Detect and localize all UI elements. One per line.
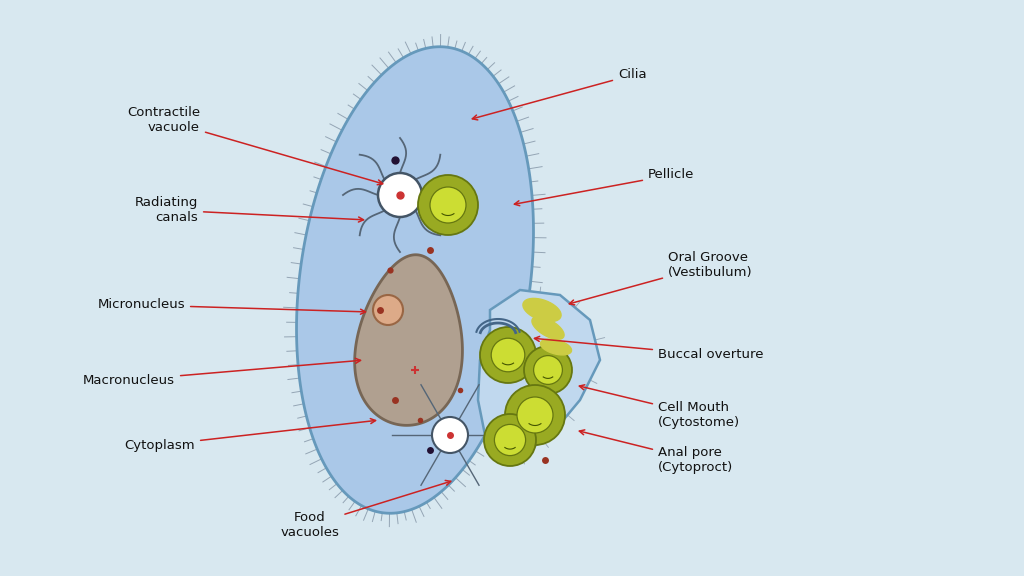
Circle shape xyxy=(418,175,478,235)
Text: Pellicle: Pellicle xyxy=(514,169,694,206)
Circle shape xyxy=(517,397,553,433)
Polygon shape xyxy=(354,255,463,425)
Circle shape xyxy=(505,385,565,445)
Text: Anal pore
(Cytoproct): Anal pore (Cytoproct) xyxy=(580,430,733,474)
Text: Micronucleus: Micronucleus xyxy=(97,298,366,314)
Text: Oral Groove
(Vestibulum): Oral Groove (Vestibulum) xyxy=(569,251,753,305)
Text: Radiating
canals: Radiating canals xyxy=(134,196,364,224)
Circle shape xyxy=(432,417,468,453)
Circle shape xyxy=(378,173,422,217)
Text: Cytoplasm: Cytoplasm xyxy=(124,419,376,452)
Polygon shape xyxy=(478,290,600,460)
Polygon shape xyxy=(531,317,564,339)
Text: Macronucleus: Macronucleus xyxy=(83,358,360,386)
Circle shape xyxy=(495,425,525,456)
Text: Cell Mouth
(Cytostome): Cell Mouth (Cytostome) xyxy=(580,385,740,429)
Polygon shape xyxy=(523,298,561,321)
Circle shape xyxy=(373,295,403,325)
Circle shape xyxy=(492,338,524,372)
Text: Cilia: Cilia xyxy=(472,69,646,120)
Circle shape xyxy=(524,346,572,394)
Text: Buccal overture: Buccal overture xyxy=(535,336,764,362)
Circle shape xyxy=(534,355,562,384)
Polygon shape xyxy=(297,47,534,513)
Text: Contractile
vacuole: Contractile vacuole xyxy=(127,106,383,185)
Circle shape xyxy=(480,327,536,383)
Polygon shape xyxy=(541,339,571,355)
Text: Food
vacuoles: Food vacuoles xyxy=(281,480,451,539)
Circle shape xyxy=(484,414,536,466)
Circle shape xyxy=(430,187,466,223)
